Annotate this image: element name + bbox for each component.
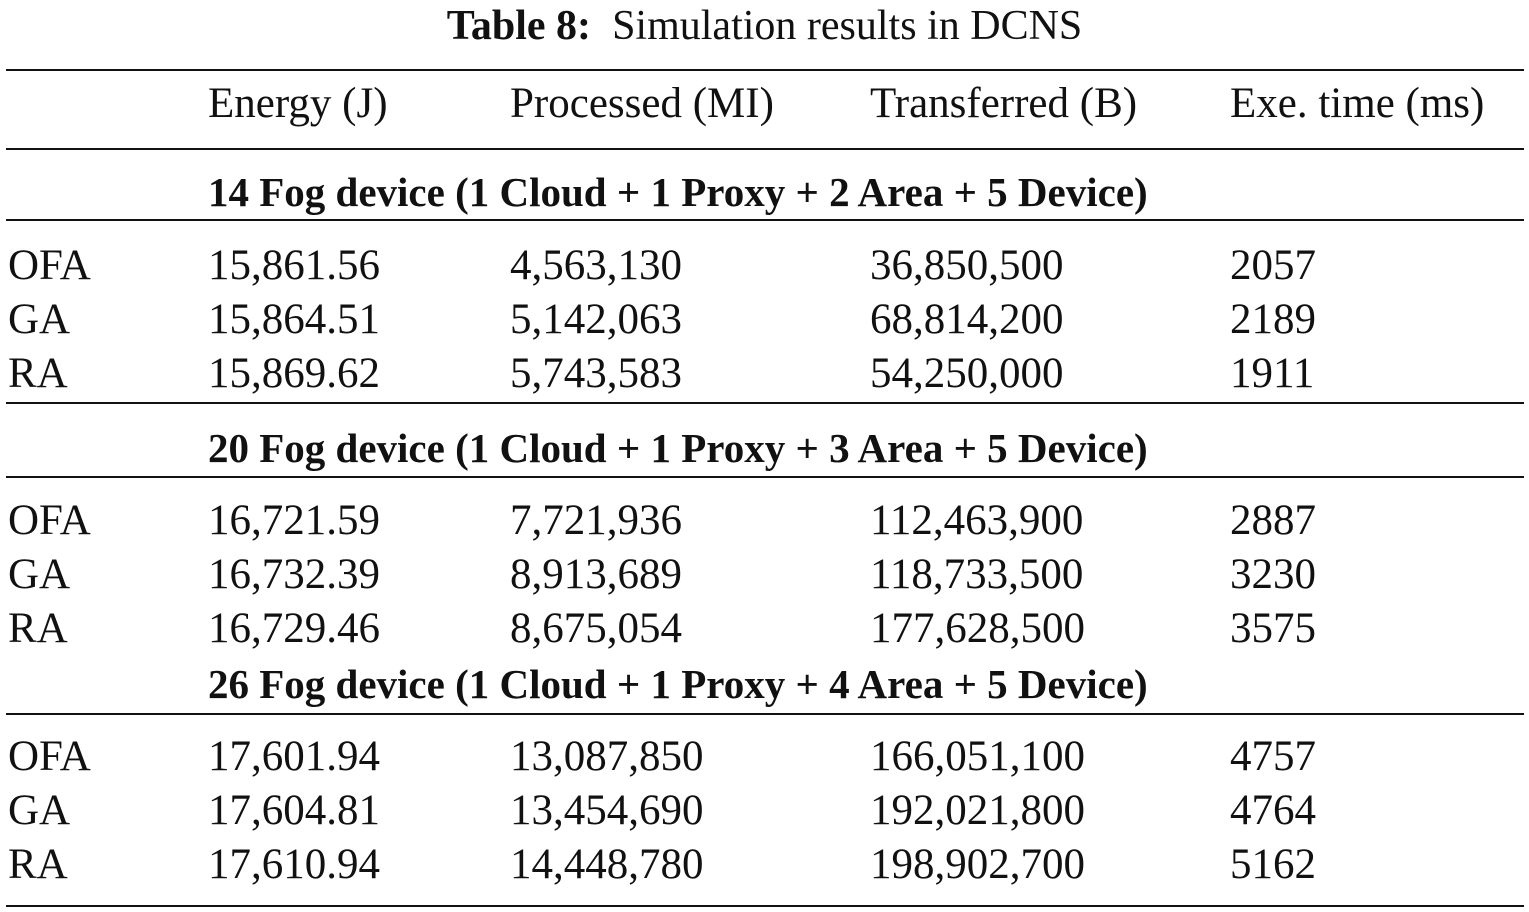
transferred-cell: 54,250,000 — [870, 350, 1064, 397]
group-title-rule — [6, 713, 1524, 715]
processed-cell: 13,087,850 — [510, 733, 704, 780]
processed-cell: 14,448,780 — [510, 841, 704, 888]
row-label: GA — [8, 296, 71, 343]
transferred-cell: 192,021,800 — [870, 787, 1085, 834]
row-label: OFA — [8, 733, 91, 780]
column-header-transferred: Transferred (B) — [870, 80, 1138, 127]
processed-cell: 13,454,690 — [510, 787, 704, 834]
row-label: OFA — [8, 497, 91, 544]
processed-cell: 4,563,130 — [510, 242, 682, 289]
energy-cell: 17,610.94 — [208, 841, 380, 888]
transferred-cell: 177,628,500 — [870, 605, 1085, 652]
column-header-energy: Energy (J) — [208, 80, 388, 127]
processed-cell: 8,675,054 — [510, 605, 682, 652]
exe-time-cell: 2057 — [1230, 242, 1316, 289]
column-header-processed: Processed (MI) — [510, 80, 774, 127]
exe-time-cell: 5162 — [1230, 841, 1316, 888]
table-caption: Table 8: Simulation results in DCNS — [0, 0, 1529, 52]
energy-cell: 16,732.39 — [208, 551, 380, 598]
exe-time-cell: 1911 — [1230, 350, 1315, 397]
group-title: 20 Fog device (1 Cloud + 1 Proxy + 3 Are… — [208, 425, 1148, 471]
processed-cell: 8,913,689 — [510, 551, 682, 598]
processed-cell: 5,142,063 — [510, 296, 682, 343]
table-bottom-rule — [6, 905, 1524, 907]
row-label: RA — [8, 605, 68, 652]
transferred-cell: 36,850,500 — [870, 242, 1064, 289]
processed-cell: 5,743,583 — [510, 350, 682, 397]
exe-time-cell: 2189 — [1230, 296, 1316, 343]
column-header-exe-time: Exe. time (ms) — [1230, 80, 1485, 127]
exe-time-cell: 2887 — [1230, 497, 1316, 544]
table-top-rule — [6, 69, 1524, 71]
group-separator-rule — [6, 402, 1524, 404]
exe-time-cell: 4764 — [1230, 787, 1316, 834]
row-label: GA — [8, 787, 71, 834]
group-title-rule — [6, 219, 1524, 221]
header-bottom-rule — [6, 148, 1524, 150]
energy-cell: 16,721.59 — [208, 497, 380, 544]
group-title: 14 Fog device (1 Cloud + 1 Proxy + 2 Are… — [208, 169, 1148, 215]
group-title-rule — [6, 476, 1524, 478]
processed-cell: 7,721,936 — [510, 497, 682, 544]
energy-cell: 17,601.94 — [208, 733, 380, 780]
energy-cell: 16,729.46 — [208, 605, 380, 652]
transferred-cell: 118,733,500 — [870, 551, 1084, 598]
exe-time-cell: 3230 — [1230, 551, 1316, 598]
exe-time-cell: 3575 — [1230, 605, 1316, 652]
row-label: OFA — [8, 242, 91, 289]
exe-time-cell: 4757 — [1230, 733, 1316, 780]
transferred-cell: 166,051,100 — [870, 733, 1085, 780]
energy-cell: 17,604.81 — [208, 787, 380, 834]
row-label: GA — [8, 551, 71, 598]
transferred-cell: 68,814,200 — [870, 296, 1064, 343]
table-caption-text: Simulation results in DCNS — [612, 3, 1083, 49]
energy-cell: 15,864.51 — [208, 296, 380, 343]
row-label: RA — [8, 841, 68, 888]
group-title: 26 Fog device (1 Cloud + 1 Proxy + 4 Are… — [208, 661, 1148, 707]
energy-cell: 15,869.62 — [208, 350, 380, 397]
transferred-cell: 198,902,700 — [870, 841, 1085, 888]
energy-cell: 15,861.56 — [208, 242, 380, 289]
table-caption-label: Table 8: — [446, 3, 592, 49]
row-label: RA — [8, 350, 68, 397]
transferred-cell: 112,463,900 — [870, 497, 1084, 544]
